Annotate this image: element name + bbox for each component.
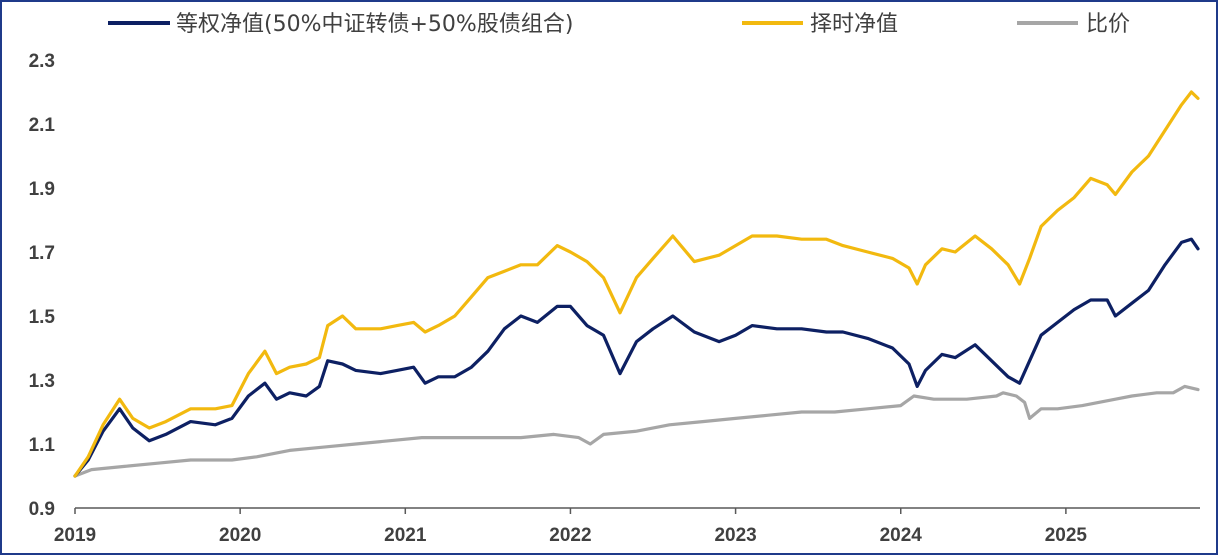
- x-tick-label: 2019: [54, 525, 96, 546]
- legend-label-equal-weight: 等权净值(50%中证转债+50%股债组合): [176, 12, 573, 37]
- y-tick-label: 2.1: [29, 115, 56, 136]
- x-tick-label: 2020: [219, 525, 261, 546]
- series-line-equal-weight: [73, 237, 1200, 478]
- y-axis-ticks: 0.9 1.1 1.3 1.5 1.7 1.9 2.1 2.3: [29, 51, 56, 520]
- legend-item-ratio: 比价: [1017, 12, 1130, 37]
- y-tick-label: 1.3: [29, 371, 55, 392]
- y-tick-label: 1.1: [29, 435, 56, 456]
- y-tick-label: 1.5: [29, 307, 56, 328]
- x-tick-label: 2022: [549, 525, 591, 546]
- x-axis-ticks: 2019 2020 2021 2022 2023 2024 2025: [54, 508, 1088, 546]
- legend-label-timing: 择时净值: [810, 12, 898, 37]
- series-line-ratio: [73, 384, 1200, 478]
- y-tick-label: 2.3: [29, 51, 55, 72]
- y-tick-label: 1.9: [29, 179, 55, 200]
- legend-item-timing: 择时净值: [742, 12, 898, 37]
- legend-item-equal-weight: 等权净值(50%中证转债+50%股债组合): [108, 12, 573, 37]
- y-tick-label: 1.7: [29, 243, 55, 264]
- x-tick-label: 2023: [714, 525, 756, 546]
- legend: 等权净值(50%中证转债+50%股债组合) 择时净值 比价: [108, 12, 1130, 37]
- x-tick-label: 2021: [384, 525, 427, 546]
- x-tick-label: 2024: [880, 525, 923, 546]
- legend-label-ratio: 比价: [1086, 12, 1130, 37]
- series-layer: [73, 90, 1200, 478]
- y-tick-label: 0.9: [29, 499, 55, 520]
- series-line-timing: [73, 90, 1200, 478]
- x-tick-label: 2025: [1045, 525, 1088, 546]
